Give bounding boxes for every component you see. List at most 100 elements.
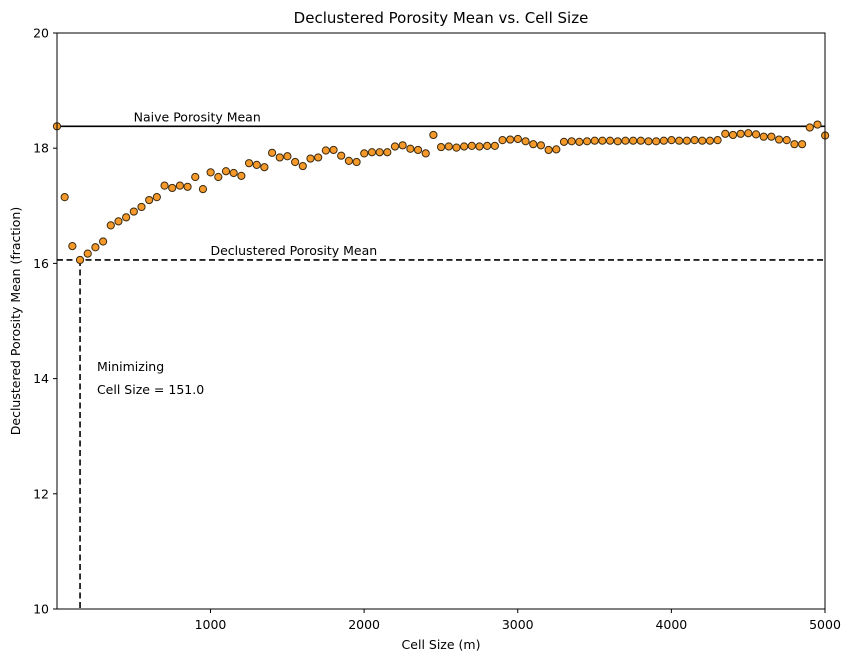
data-point <box>698 136 707 145</box>
data-point <box>75 255 85 265</box>
y-tick-label: 10 <box>33 602 49 617</box>
data-point <box>659 136 668 145</box>
data-point <box>682 136 691 145</box>
data-point <box>337 151 346 160</box>
data-point <box>91 243 100 252</box>
data-point <box>636 136 645 145</box>
data-point <box>721 129 730 138</box>
data-point <box>321 146 330 155</box>
data-point <box>483 141 492 150</box>
data-point <box>751 130 761 139</box>
data-point <box>329 145 338 155</box>
data-point <box>498 136 507 145</box>
data-point <box>575 137 584 146</box>
data-point <box>421 149 430 158</box>
data-point <box>383 148 392 157</box>
data-points <box>52 120 830 265</box>
data-point <box>460 142 469 151</box>
data-point <box>567 137 576 146</box>
x-tick-label: 1000 <box>195 617 227 632</box>
data-point <box>690 136 699 145</box>
data-point <box>805 123 814 132</box>
chart-title: Declustered Porosity Mean vs. Cell Size <box>294 9 589 27</box>
data-point <box>652 137 661 146</box>
reference-lines: Naive Porosity Mean Declustered Porosity … <box>57 109 825 609</box>
data-point <box>306 154 315 163</box>
data-point <box>413 145 423 155</box>
data-point <box>122 213 131 222</box>
x-tick-label: 5000 <box>809 617 841 632</box>
data-point <box>145 195 154 205</box>
x-axis-label: Cell Size (m) <box>402 637 481 652</box>
data-point <box>644 137 653 146</box>
data-point <box>467 141 476 150</box>
data-point <box>490 141 499 150</box>
data-point <box>521 137 530 146</box>
data-point <box>744 129 753 138</box>
data-point <box>344 156 353 165</box>
data-point <box>283 152 292 161</box>
data-point <box>582 137 592 146</box>
data-point <box>129 207 138 216</box>
data-point <box>398 141 407 150</box>
data-point <box>83 249 92 258</box>
annotation-text-1: Cell Size = 151.0 <box>97 382 204 397</box>
data-point <box>106 221 115 230</box>
data-point <box>267 148 277 157</box>
data-point <box>98 237 108 246</box>
data-point <box>621 136 630 145</box>
data-point <box>352 157 361 167</box>
data-point <box>168 183 177 193</box>
data-point <box>590 136 599 145</box>
data-point <box>175 181 185 190</box>
data-point <box>675 136 684 145</box>
data-point <box>544 145 553 155</box>
reference-line-label-1: Declustered Porosity Mean <box>210 243 377 258</box>
data-point <box>436 142 446 152</box>
data-point <box>759 132 768 141</box>
annotation-text-0: Minimizing <box>97 359 164 374</box>
data-point <box>198 184 208 194</box>
data-point <box>529 140 538 149</box>
data-point <box>160 181 169 190</box>
data-point <box>390 142 400 151</box>
data-point <box>68 242 77 251</box>
y-tick-label: 16 <box>33 256 49 271</box>
x-tick-label: 4000 <box>655 617 687 632</box>
y-tick-label: 14 <box>33 371 49 386</box>
y-tick-label: 12 <box>33 486 49 501</box>
plot-frame <box>56 32 826 610</box>
data-point <box>60 193 69 202</box>
data-point <box>667 136 676 145</box>
y-tick-label: 20 <box>33 26 49 41</box>
data-point <box>221 167 231 176</box>
data-point <box>790 140 799 149</box>
data-point <box>367 148 377 157</box>
data-point <box>298 161 307 171</box>
data-point <box>244 159 254 168</box>
data-point <box>229 168 238 178</box>
data-point <box>705 136 715 145</box>
data-point <box>214 172 223 182</box>
data-point <box>559 137 569 146</box>
data-point <box>552 145 561 154</box>
data-point <box>260 163 269 172</box>
data-point <box>252 160 261 170</box>
data-point <box>813 120 822 129</box>
data-point <box>206 168 215 177</box>
data-point <box>152 193 161 202</box>
reference-line-label-0: Naive Porosity Mean <box>134 109 261 124</box>
data-point <box>444 142 453 151</box>
data-point <box>605 136 615 145</box>
data-point <box>613 137 622 146</box>
data-point <box>506 135 515 144</box>
y-axis: 10 12 14 16 18 20 <box>33 26 57 617</box>
x-tick-label: 3000 <box>502 617 534 632</box>
data-point <box>728 130 738 140</box>
data-point <box>237 171 246 180</box>
data-point <box>291 157 300 167</box>
data-point <box>782 136 791 145</box>
data-point <box>536 141 546 150</box>
